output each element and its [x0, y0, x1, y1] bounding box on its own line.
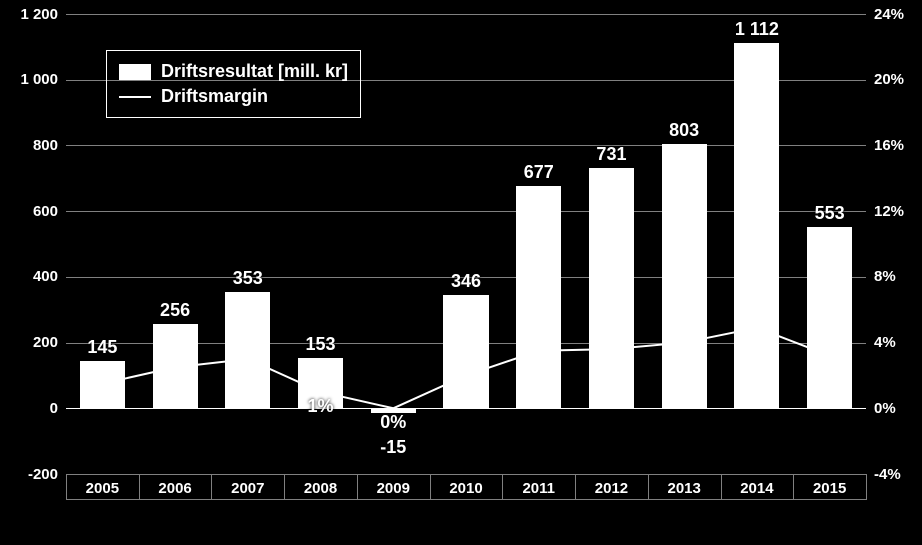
x-category-label: 2006 — [158, 480, 191, 497]
line-point-label: 1% — [308, 396, 334, 417]
bar-value-label: 677 — [524, 162, 554, 183]
x-tick — [575, 474, 576, 500]
x-category-label: 2007 — [231, 480, 264, 497]
x-tick — [66, 474, 67, 500]
bar-value-label: 353 — [233, 268, 263, 289]
bar-value-label: -15 — [380, 437, 406, 458]
legend: Driftsresultat [mill. kr] Driftsmargin — [106, 50, 361, 118]
x-tick — [793, 474, 794, 500]
y-right-tick-label: 20% — [874, 71, 904, 88]
bar — [516, 186, 561, 408]
y-right-tick-label: -4% — [874, 466, 901, 483]
bar-value-label: 145 — [87, 337, 117, 358]
bar-value-label: 153 — [306, 334, 336, 355]
x-category-label: 2008 — [304, 480, 337, 497]
x-tick — [139, 474, 140, 500]
y-left-tick-label: 600 — [33, 203, 58, 220]
legend-item: Driftsmargin — [119, 84, 348, 109]
y-right-tick-label: 8% — [874, 268, 896, 285]
x-category-label: 2009 — [377, 480, 410, 497]
bar — [589, 168, 634, 408]
y-left-tick-label: 1 200 — [20, 6, 58, 23]
gridline — [66, 14, 866, 15]
y-left-tick-label: 800 — [33, 137, 58, 154]
x-category-label: 2011 — [522, 480, 555, 497]
x-tick — [502, 474, 503, 500]
x-tick — [284, 474, 285, 500]
x-tick — [866, 474, 867, 500]
y-right-tick-label: 12% — [874, 203, 904, 220]
x-tick — [211, 474, 212, 500]
bar — [153, 324, 198, 408]
y-left-tick-label: 1 000 — [20, 71, 58, 88]
y-right-tick-label: 16% — [874, 137, 904, 154]
x-category-label: 2013 — [667, 480, 700, 497]
y-left-tick-label: 200 — [33, 334, 58, 351]
x-category-label: 2014 — [740, 480, 773, 497]
bar-value-label: 256 — [160, 300, 190, 321]
bar — [807, 227, 852, 409]
bar — [443, 295, 488, 409]
x-tick — [721, 474, 722, 500]
bar — [734, 43, 779, 408]
x-category-label: 2005 — [86, 480, 119, 497]
y-left-tick-label: 400 — [33, 268, 58, 285]
legend-item: Driftsresultat [mill. kr] — [119, 59, 348, 84]
bar-value-label: 553 — [815, 203, 845, 224]
x-category-label: 2010 — [449, 480, 482, 497]
bar — [225, 292, 270, 408]
legend-label: Driftsmargin — [161, 86, 268, 107]
bar-value-label: 803 — [669, 120, 699, 141]
y-left-tick-label: -200 — [28, 466, 58, 483]
bar-value-label: 346 — [451, 271, 481, 292]
y-right-tick-label: 0% — [874, 400, 896, 417]
y-left-tick-label: 0 — [50, 400, 58, 417]
x-category-label: 2012 — [595, 480, 628, 497]
bar — [662, 144, 707, 408]
y-right-tick-label: 24% — [874, 6, 904, 23]
x-category-label: 2015 — [813, 480, 846, 497]
chart-container: 145256353153-153466777318031 1125531%0% … — [0, 0, 922, 545]
x-tick — [430, 474, 431, 500]
bar-value-label: 1 112 — [735, 19, 779, 40]
bar — [80, 361, 125, 409]
legend-bar-swatch-icon — [119, 64, 151, 80]
legend-label: Driftsresultat [mill. kr] — [161, 61, 348, 82]
line-point-label: 0% — [380, 412, 406, 433]
bar-value-label: 731 — [596, 144, 626, 165]
legend-line-swatch-icon — [119, 96, 151, 98]
y-right-tick-label: 4% — [874, 334, 896, 351]
x-tick — [357, 474, 358, 500]
x-tick — [648, 474, 649, 500]
